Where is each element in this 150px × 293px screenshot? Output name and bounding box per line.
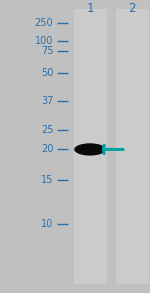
Text: 50: 50 — [41, 68, 53, 78]
Text: 10: 10 — [41, 219, 53, 229]
Text: 20: 20 — [41, 144, 53, 154]
Text: 250: 250 — [35, 18, 53, 28]
Bar — [74, 9, 106, 284]
Bar — [116, 9, 148, 284]
Text: 100: 100 — [35, 36, 53, 46]
Text: 2: 2 — [128, 2, 136, 15]
Text: 25: 25 — [41, 125, 53, 135]
Text: 75: 75 — [41, 46, 53, 56]
Text: 37: 37 — [41, 96, 53, 106]
Text: 15: 15 — [41, 175, 53, 185]
Text: 1: 1 — [86, 2, 94, 15]
Ellipse shape — [74, 143, 106, 156]
